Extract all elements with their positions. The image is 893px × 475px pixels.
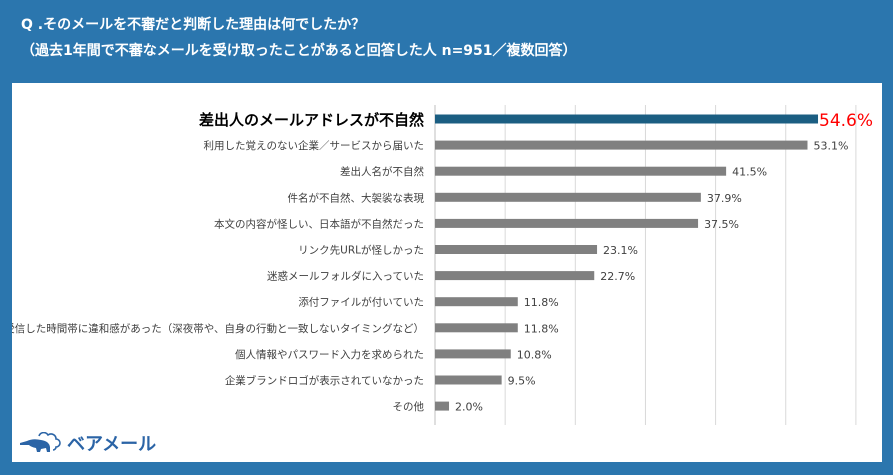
value-label: 53.1% bbox=[813, 140, 848, 153]
logo-text: ベアメール bbox=[67, 434, 157, 455]
category-label: 差出人名が不自然 bbox=[340, 165, 424, 178]
category-label: 添付ファイルが付いていた bbox=[298, 296, 424, 309]
category-label: 利用した覚えのない企業／サービスから届いた bbox=[204, 139, 425, 152]
chart-panel: 差出人のメールアドレスが不自然 54.6% 利用した覚えのない企業／サービスから届い… bbox=[12, 83, 882, 462]
value-label: 41.5% bbox=[732, 166, 767, 179]
value-label: 22.7% bbox=[600, 270, 635, 283]
value-label: 23.1% bbox=[603, 244, 638, 257]
bar bbox=[435, 297, 518, 307]
category-label: 個人情報やパスワード入力を求められた bbox=[235, 348, 424, 361]
value-label: 9.5% bbox=[508, 375, 536, 388]
question-subtitle: （過去1年間で不審なメールを受け取ったことがあると回答した人 n=951／複数回… bbox=[21, 43, 577, 59]
category-label: 受信した時間帯に違和感があった（深夜帯や、自身の行動と一致しないタイミングなど） bbox=[12, 322, 424, 335]
value-label: 37.9% bbox=[707, 192, 742, 205]
bar bbox=[435, 323, 518, 333]
bar bbox=[435, 271, 595, 281]
value-label: 2.0% bbox=[455, 401, 483, 414]
category-label: 件名が不自然、大袈裟な表現 bbox=[288, 191, 425, 204]
value-label: 54.6% bbox=[819, 111, 873, 131]
bar bbox=[435, 140, 808, 150]
bar bbox=[435, 192, 701, 202]
bar-chart: 差出人のメールアドレスが不自然 54.6% 利用した覚えのない企業／サービスから届い… bbox=[12, 105, 873, 425]
category-label: 本文の内容が怪しい、日本語が不自然だった bbox=[214, 217, 424, 230]
bar bbox=[435, 401, 450, 411]
bar bbox=[435, 166, 727, 176]
value-label: 11.8% bbox=[524, 322, 559, 335]
category-label: リンク先URLが怪しかった bbox=[298, 244, 424, 257]
value-label: 11.8% bbox=[524, 296, 559, 309]
bar bbox=[435, 375, 502, 385]
bar bbox=[435, 349, 511, 359]
bar bbox=[435, 245, 598, 254]
category-label: 迷惑メールフォルダに入っていた bbox=[267, 270, 424, 283]
bar bbox=[435, 218, 699, 228]
value-label: 10.8% bbox=[517, 348, 552, 361]
category-label: その他 bbox=[393, 400, 425, 413]
question-title: Q .そのメールを不審だと判断した理由は何でしたか？ bbox=[21, 17, 366, 33]
category-label: 企業ブランドロゴが表示されていなかった bbox=[225, 374, 424, 387]
bear-logo-icon bbox=[20, 432, 61, 452]
category-label: 差出人のメールアドレスが不自然 bbox=[199, 111, 424, 129]
bar bbox=[435, 114, 819, 124]
bearmail-logo: ベアメール bbox=[19, 430, 156, 456]
value-label: 37.5% bbox=[704, 218, 739, 231]
